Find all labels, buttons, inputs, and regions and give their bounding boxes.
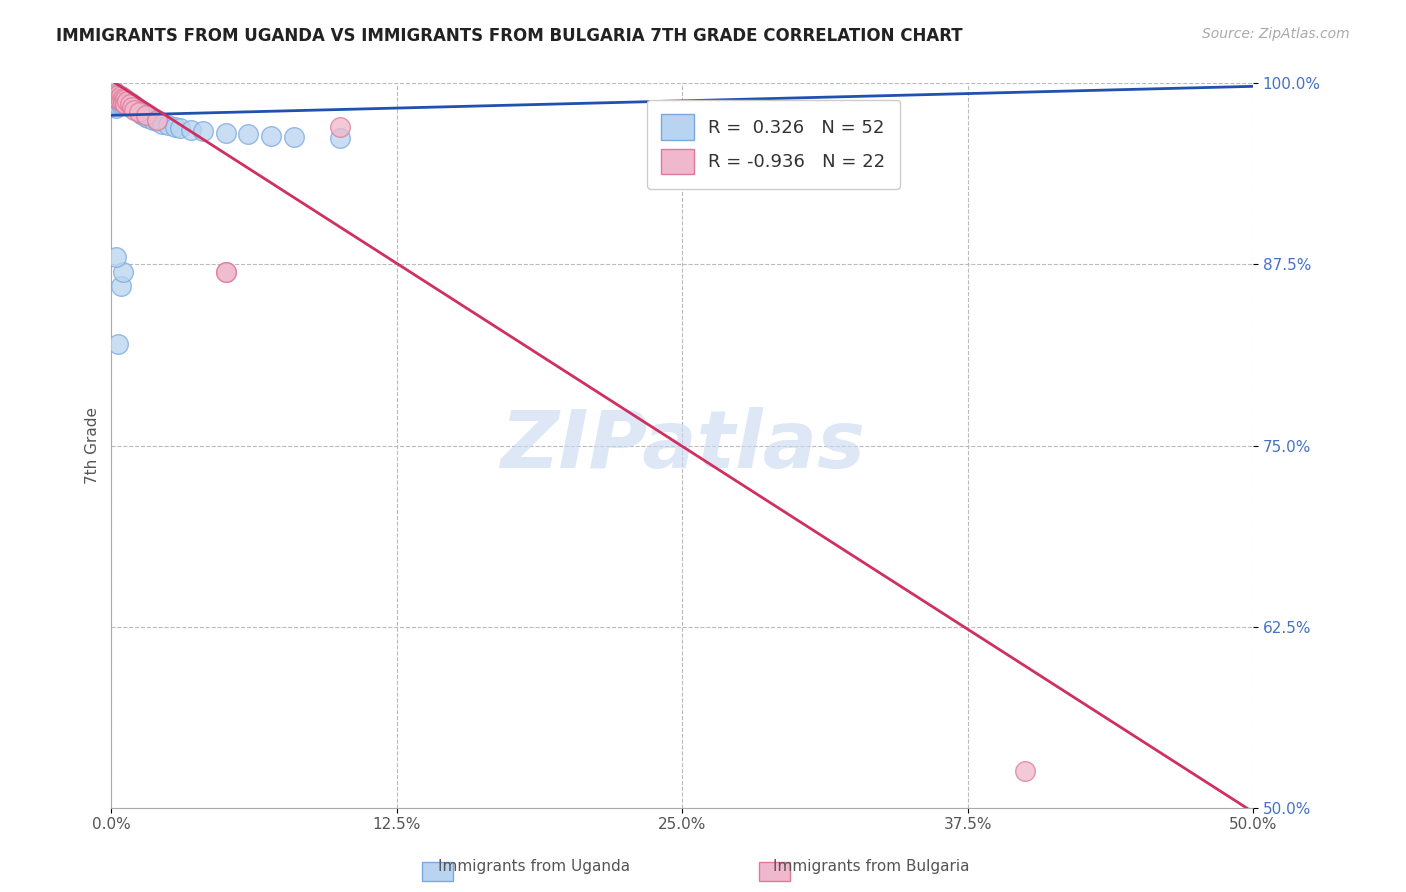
Point: [114, 92, 136, 106]
Text: Immigrants from Bulgaria: Immigrants from Bulgaria: [773, 859, 970, 874]
Point: [107, 337, 129, 351]
Point: [283, 130, 305, 145]
Point: [110, 98, 132, 112]
Text: Immigrants from Uganda: Immigrants from Uganda: [439, 859, 630, 874]
Point: [104, 87, 127, 101]
Point: [329, 131, 352, 145]
Point: [136, 112, 159, 126]
Point: [114, 98, 136, 112]
Point: [107, 88, 129, 103]
Point: [129, 107, 152, 121]
Point: [165, 120, 187, 134]
Point: [110, 89, 132, 103]
Point: [111, 94, 134, 108]
Point: [111, 95, 134, 110]
Point: [111, 98, 134, 112]
Point: [214, 126, 236, 140]
Point: [128, 105, 150, 120]
Point: [111, 265, 134, 279]
Point: [214, 265, 236, 279]
Point: [132, 108, 155, 122]
Point: [135, 108, 157, 122]
Point: [110, 95, 132, 110]
Text: ZIPatlas: ZIPatlas: [499, 407, 865, 484]
Point: [169, 121, 191, 136]
Point: [260, 128, 283, 143]
Point: [104, 87, 127, 101]
Point: [214, 265, 236, 279]
Point: [122, 103, 145, 117]
Text: Source: ZipAtlas.com: Source: ZipAtlas.com: [1202, 27, 1350, 41]
Y-axis label: 7th Grade: 7th Grade: [86, 407, 100, 484]
Point: [110, 89, 132, 103]
Point: [125, 103, 148, 117]
Point: [117, 94, 139, 108]
Point: [121, 100, 143, 114]
Point: [128, 105, 150, 120]
Point: [107, 88, 129, 103]
Point: [104, 91, 127, 105]
Point: [146, 112, 169, 127]
Point: [117, 98, 139, 112]
Point: [180, 123, 202, 137]
Point: [135, 110, 157, 124]
Point: [114, 92, 136, 106]
Point: [107, 91, 129, 105]
Point: [104, 101, 127, 115]
Point: [110, 279, 132, 293]
Point: [104, 94, 127, 108]
Point: [103, 84, 125, 98]
Point: [1014, 764, 1036, 779]
Point: [103, 84, 125, 98]
Point: [122, 98, 145, 112]
Point: [146, 114, 169, 128]
Point: [107, 94, 129, 108]
Point: [107, 98, 129, 112]
Point: [103, 87, 125, 101]
Legend: R =  0.326   N = 52, R = -0.936   N = 22: R = 0.326 N = 52, R = -0.936 N = 22: [647, 100, 900, 189]
Point: [150, 117, 173, 131]
Point: [104, 250, 127, 264]
Point: [157, 119, 180, 133]
Point: [191, 124, 214, 138]
Point: [110, 92, 132, 106]
Point: [110, 94, 132, 108]
Point: [111, 91, 134, 105]
Point: [114, 95, 136, 110]
Point: [103, 91, 125, 105]
Point: [118, 96, 141, 111]
Point: [238, 127, 260, 141]
Point: [107, 92, 129, 106]
Text: IMMIGRANTS FROM UGANDA VS IMMIGRANTS FROM BULGARIA 7TH GRADE CORRELATION CHART: IMMIGRANTS FROM UGANDA VS IMMIGRANTS FRO…: [56, 27, 963, 45]
Point: [141, 112, 163, 127]
Point: [118, 95, 141, 110]
Point: [118, 100, 141, 114]
Point: [329, 120, 352, 134]
Point: [122, 101, 145, 115]
Point: [117, 94, 139, 108]
Point: [114, 96, 136, 111]
Point: [104, 91, 127, 105]
Point: [104, 98, 127, 112]
Point: [121, 96, 143, 111]
Point: [111, 91, 134, 105]
